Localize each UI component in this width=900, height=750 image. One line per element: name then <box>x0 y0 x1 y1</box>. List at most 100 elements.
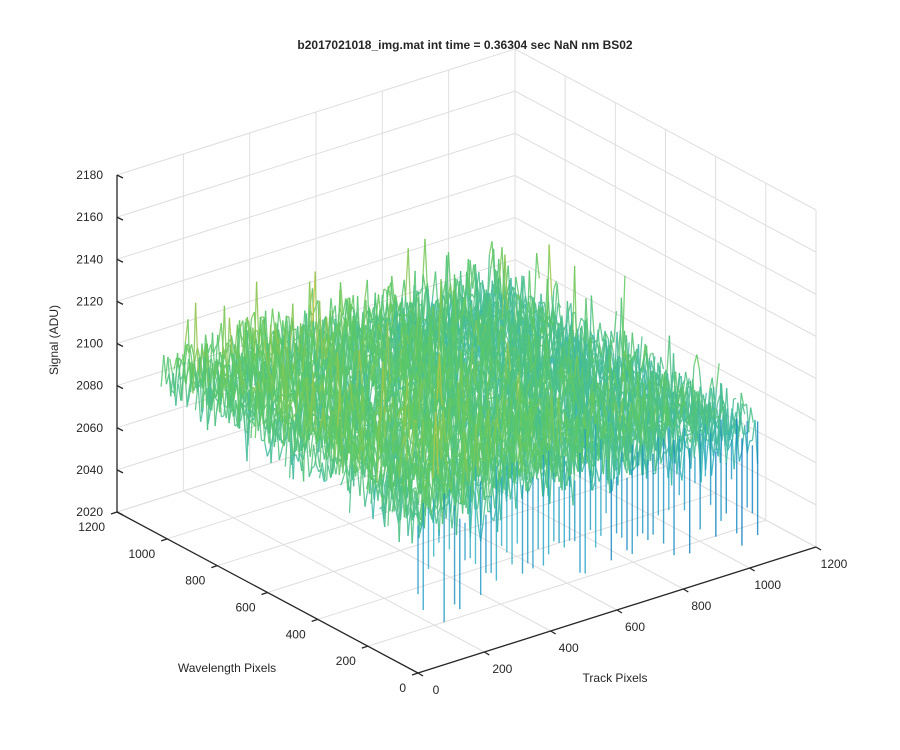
surface-segment <box>521 372 525 375</box>
surface-segment <box>365 368 370 374</box>
surface-segment <box>333 332 338 350</box>
surface-segment <box>339 290 344 340</box>
surface-segment <box>278 311 282 328</box>
surface-segment <box>444 299 449 339</box>
surface-segment <box>480 282 484 286</box>
surface-segment <box>501 254 506 320</box>
surface-segment <box>366 366 371 393</box>
surface-segment <box>486 296 491 328</box>
surface-segment <box>380 332 385 355</box>
surface-segment <box>343 335 348 373</box>
surface-segment <box>160 354 165 387</box>
surface-segment <box>222 346 227 361</box>
surface-segment <box>224 377 228 381</box>
surface-segment <box>465 326 470 354</box>
surface-segment <box>234 423 238 427</box>
surface-segment <box>422 274 427 291</box>
surface-segment <box>548 244 553 296</box>
surface-segment <box>553 280 558 290</box>
wall-grid-line-z <box>116 132 817 295</box>
surface-segment <box>405 334 410 345</box>
surface-segment <box>165 373 170 385</box>
surface-segment <box>194 383 199 411</box>
surface-segment <box>257 328 262 349</box>
surface-segment <box>434 337 439 351</box>
surface-segment <box>345 317 350 345</box>
surface-segment <box>463 352 467 356</box>
surface-segment <box>209 332 214 379</box>
surface-segment <box>231 397 236 427</box>
surface-segment <box>204 356 209 431</box>
surface-segment <box>164 356 169 379</box>
surface-segment <box>185 344 190 354</box>
surface-segment <box>378 341 383 360</box>
surface-segment <box>297 323 302 361</box>
surface-segment <box>217 322 222 343</box>
surface-segment <box>483 308 488 328</box>
surface-segment <box>351 348 356 361</box>
surface-segment <box>538 301 543 305</box>
surface-segment <box>384 286 389 321</box>
surface-segment <box>251 354 256 383</box>
surface <box>160 238 759 623</box>
surface-segment <box>342 298 347 316</box>
surface-segment <box>554 315 559 326</box>
surface-segment <box>220 369 225 403</box>
wall-grid-line-z <box>116 48 817 211</box>
surface-segment <box>169 358 173 373</box>
surface-segment <box>175 375 180 406</box>
surface-segment <box>225 360 230 378</box>
surface-segment <box>332 332 337 392</box>
surface-segment <box>493 305 498 339</box>
surface-segment <box>532 297 537 314</box>
surface-segment <box>207 344 212 354</box>
surface-segment <box>201 348 206 357</box>
surface-segment <box>320 337 325 367</box>
surface-segment <box>291 375 296 402</box>
surface-segment <box>222 364 227 387</box>
surface-segment <box>387 286 392 301</box>
surface-segment <box>298 371 302 374</box>
surface-segment <box>380 289 385 316</box>
surface-segment <box>330 298 335 324</box>
surface-segment <box>377 323 382 333</box>
surface-segment <box>404 248 409 297</box>
surface-segment <box>194 302 199 372</box>
surface-segment <box>374 355 379 367</box>
surface-segment <box>235 364 240 376</box>
surface-segment <box>289 303 294 351</box>
surface-segment <box>498 247 503 280</box>
surface-segment <box>223 402 227 419</box>
surface-segment <box>197 383 202 422</box>
wall-grid-line-z <box>116 90 817 253</box>
surface-segment <box>202 344 207 409</box>
surface-segment <box>245 385 250 394</box>
surface-segment <box>228 397 233 420</box>
surface-segment <box>460 315 465 356</box>
surface-segment <box>504 318 508 335</box>
surface-segment <box>248 321 253 345</box>
surface-segment <box>349 336 354 361</box>
surface-segment <box>228 317 233 354</box>
surface-segment <box>511 318 516 328</box>
surface-segment <box>181 354 186 383</box>
surface-segment <box>312 357 317 362</box>
surface-segment <box>314 372 319 387</box>
surface-segment <box>469 260 474 289</box>
surface-segment <box>190 362 195 382</box>
surface-segment <box>493 270 498 294</box>
surface-segment <box>339 282 344 316</box>
surface-segment <box>233 384 238 399</box>
surface-segment <box>392 295 397 319</box>
floor-grid-line-y <box>317 492 716 620</box>
surface-segment <box>464 298 469 317</box>
surface-segment <box>278 365 283 384</box>
surface-segment <box>432 306 436 329</box>
surface-segment <box>269 371 274 402</box>
surface-segment <box>421 336 426 375</box>
surface-segment <box>341 319 345 345</box>
surface-segment <box>323 337 327 359</box>
surface-segment <box>504 333 509 340</box>
surface-segment <box>536 253 540 279</box>
